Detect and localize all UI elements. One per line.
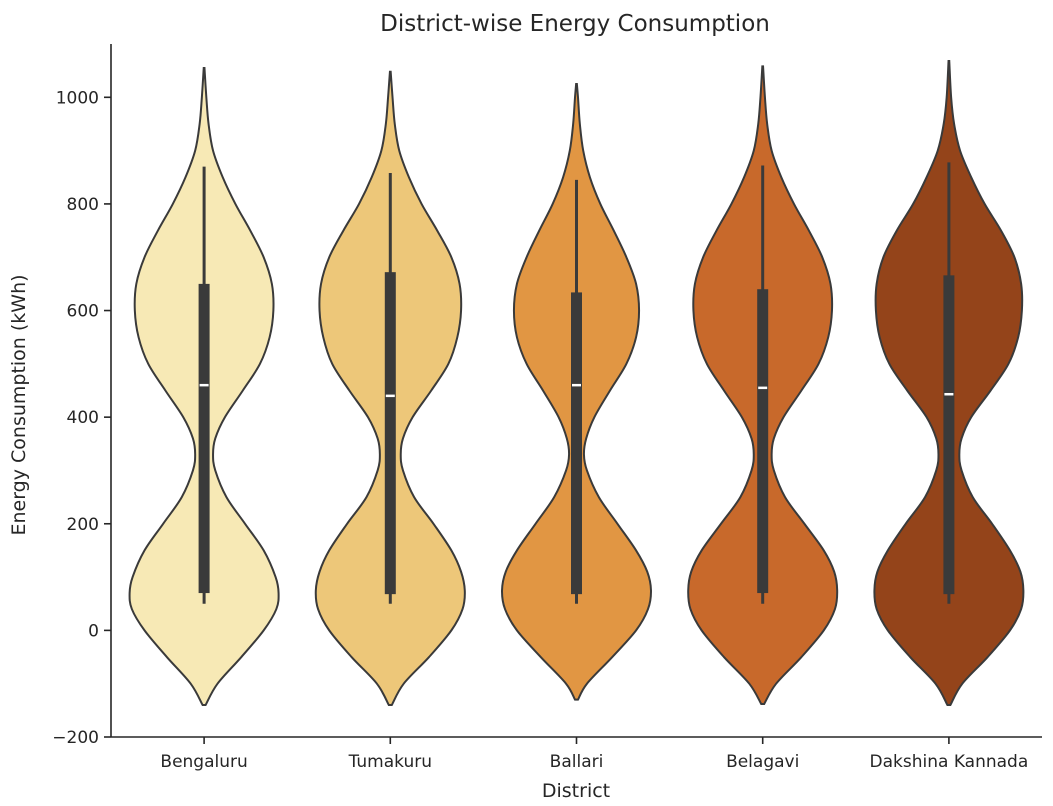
iqr-box bbox=[571, 292, 582, 595]
iqr-box bbox=[757, 289, 769, 594]
y-tick-label: −200 bbox=[52, 728, 99, 748]
y-tick-label: 1000 bbox=[56, 88, 99, 108]
y-axis-label: Energy Consumption (kWh) bbox=[8, 274, 30, 535]
y-tick-label: 800 bbox=[67, 195, 99, 215]
y-ticks-group: −200 0 200 400 600 800 1000 bbox=[52, 88, 111, 748]
x-axis-label: District bbox=[542, 780, 610, 802]
x-tick-label: Bengaluru bbox=[160, 752, 247, 772]
x-tick-label: Dakshina Kannada bbox=[870, 752, 1029, 772]
y-tick-label: 600 bbox=[67, 302, 99, 322]
x-tick-label: Tumakuru bbox=[348, 752, 432, 772]
iqr-box bbox=[384, 272, 396, 595]
chart-title: District-wise Energy Consumption bbox=[380, 11, 770, 37]
iqr-box bbox=[198, 283, 210, 594]
y-tick-label: 0 bbox=[88, 621, 99, 641]
x-tick-label: Ballari bbox=[550, 752, 604, 772]
x-tick-label: Belagavi bbox=[726, 752, 799, 772]
violins-group bbox=[128, 60, 1025, 707]
y-tick-label: 200 bbox=[67, 515, 99, 535]
x-ticks-group: Bengaluru Tumakuru Ballari Belagavi Dakshina… bbox=[160, 737, 1028, 772]
iqr-box bbox=[943, 275, 955, 595]
y-tick-label: 400 bbox=[67, 408, 99, 428]
